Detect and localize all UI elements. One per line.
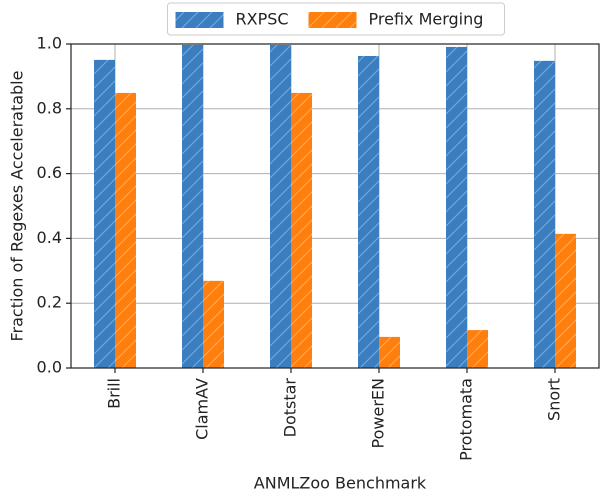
bar <box>534 60 555 369</box>
bar <box>203 280 224 368</box>
legend-label: RXPSC <box>236 10 289 29</box>
bar <box>379 336 400 368</box>
x-axis-label: ANMLZoo Benchmark <box>254 474 427 493</box>
x-tick-label: ClamAV <box>193 378 212 440</box>
legend: RXPSC Prefix Merging <box>167 2 505 36</box>
bar <box>358 55 379 368</box>
bar <box>555 233 576 368</box>
y-tick-label: 0.2 <box>37 293 62 312</box>
bar <box>270 44 291 369</box>
y-tick-label: 0.4 <box>37 228 62 247</box>
bar <box>446 46 467 368</box>
bar <box>291 92 312 368</box>
x-tick-label: PowerEN <box>369 378 388 448</box>
y-tick-label: 0.8 <box>37 98 62 117</box>
bar <box>182 44 203 369</box>
y-axis-label: Fraction of Regexes Acceleratable <box>8 71 27 342</box>
y-tick-label: 0.0 <box>37 358 62 377</box>
bar <box>115 92 136 368</box>
y-tick-label: 0.6 <box>37 163 62 182</box>
legend-label: Prefix Merging <box>369 10 484 29</box>
x-tick-label: Protomata <box>457 378 476 461</box>
bar <box>94 59 115 368</box>
y-tick-label: 1.0 <box>37 34 62 53</box>
bar <box>467 330 488 368</box>
legend-swatch <box>308 12 357 28</box>
x-tick-label: Brill <box>105 378 124 409</box>
x-tick-label: Dotstar <box>281 378 300 438</box>
legend-swatch <box>175 12 224 28</box>
x-tick-label: Snort <box>545 378 564 421</box>
plot-frame <box>70 43 600 369</box>
